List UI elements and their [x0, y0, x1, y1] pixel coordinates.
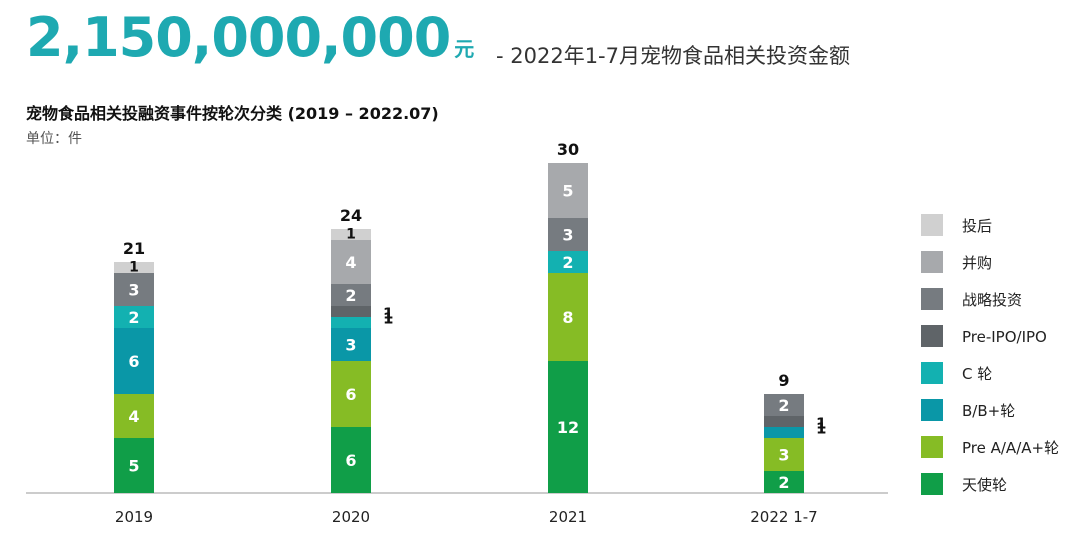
bar-total-label: 21 — [123, 239, 145, 258]
bar-value-label: 3 — [778, 446, 789, 465]
legend-swatch — [921, 399, 943, 421]
headline-subtitle: - 2022年1-7月宠物食品相关投资金额 — [496, 44, 850, 68]
bar-value-label: 6 — [128, 352, 139, 371]
legend-label: Pre-IPO/IPO — [962, 328, 1047, 346]
bar-segment-2020-5 — [331, 284, 371, 306]
legend-swatch — [921, 436, 943, 458]
bar-segment-2021-1 — [548, 273, 588, 361]
bar-value-label: 6 — [345, 385, 356, 404]
bar-value-label: 1 — [383, 310, 393, 328]
x-tick-label: 2020 — [332, 508, 370, 526]
bar-value-label: 5 — [562, 182, 573, 201]
bar-segment-2020-2 — [331, 328, 371, 361]
bar-value-label: 12 — [557, 418, 579, 437]
bar-segment-2020-0 — [331, 427, 371, 493]
bar-value-label: 2 — [128, 308, 139, 327]
amount-value: 2,150,000,000 — [26, 6, 451, 69]
chart-title: 宠物食品相关投融资事件按轮次分类 (2019 – 2022.07) — [26, 104, 439, 123]
legend-swatch — [921, 362, 943, 384]
legend-swatch — [921, 214, 943, 236]
bar-value-label: 3 — [128, 281, 139, 300]
legend-swatch — [921, 251, 943, 273]
bar-segment-2022-1-7-4 — [764, 416, 804, 427]
bar-value-label: 2 — [345, 286, 356, 305]
legend-label: 战略投资 — [962, 291, 1022, 309]
bar-segment-2021-0 — [548, 361, 588, 493]
legend-label: C 轮 — [962, 365, 992, 383]
legend-swatch — [921, 473, 943, 495]
bar-segment-2020-3 — [331, 317, 371, 328]
chart-unit-label: 单位：件 — [26, 131, 82, 147]
legend-label: Pre A/A/A+轮 — [962, 439, 1059, 457]
x-tick-label: 2021 — [549, 508, 587, 526]
bar-segment-2020-7 — [331, 229, 371, 240]
x-tick-label: 2019 — [115, 508, 153, 526]
legend-label: 并购 — [962, 254, 992, 272]
bar-value-label: 2 — [562, 253, 573, 272]
bar-segment-2019-7 — [114, 262, 154, 273]
bar-segment-2022-1-7-0 — [764, 471, 804, 493]
legend-label: 投后 — [962, 217, 992, 235]
bar-value-label: 8 — [562, 308, 573, 327]
bar-value-label: 1 — [816, 420, 826, 438]
bar-value-label: 1 — [346, 227, 356, 243]
bar-segment-2019-2 — [114, 328, 154, 394]
bar-value-label: 5 — [128, 457, 139, 476]
bar-segment-2019-0 — [114, 438, 154, 493]
bar-segment-2019-3 — [114, 306, 154, 328]
legend-label: B/B+轮 — [962, 402, 1015, 420]
bar-segment-2021-6 — [548, 163, 588, 218]
bar-value-label: 2 — [778, 473, 789, 492]
bar-total-label: 24 — [340, 206, 362, 225]
bar-segment-2021-5 — [548, 218, 588, 251]
bar-value-label: 1 — [816, 415, 826, 433]
bar-segment-2020-6 — [331, 240, 371, 284]
bar-segment-2022-1-7-5 — [764, 394, 804, 416]
bar-value-label: 1 — [129, 260, 139, 276]
bar-segment-2019-5 — [114, 273, 154, 306]
bar-total-label: 30 — [557, 140, 579, 159]
legend-label: 天使轮 — [962, 476, 1007, 494]
bar-segment-2019-1 — [114, 394, 154, 438]
bar-value-label: 2 — [778, 396, 789, 415]
bar-total-label: 9 — [778, 371, 789, 390]
bar-segment-2022-1-7-1 — [764, 438, 804, 471]
bar-value-label: 3 — [345, 336, 356, 355]
headline-amount: 2,150,000,000 元 — [26, 6, 474, 72]
bar-segment-2020-4 — [331, 306, 371, 317]
bar-value-label: 6 — [345, 451, 356, 470]
bar-value-label: 4 — [128, 407, 139, 426]
bar-segment-2022-1-7-2 — [764, 427, 804, 438]
x-tick-label: 2022 1-7 — [750, 508, 817, 526]
legend-swatch — [921, 325, 943, 347]
bar-value-label: 1 — [383, 305, 393, 323]
legend-swatch — [921, 288, 943, 310]
bar-segment-2020-1 — [331, 361, 371, 427]
amount-unit: 元 — [454, 37, 475, 61]
bar-segment-2021-3 — [548, 251, 588, 273]
bar-value-label: 3 — [562, 226, 573, 245]
bar-value-label: 4 — [345, 253, 356, 272]
